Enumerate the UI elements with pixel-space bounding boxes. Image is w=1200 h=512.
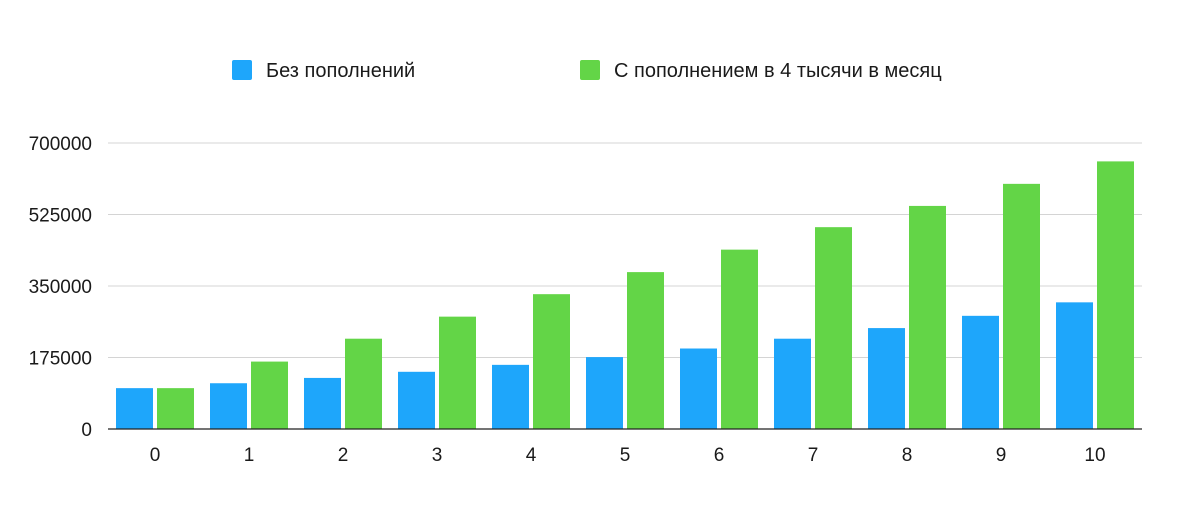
y-tick-label: 700000	[29, 134, 92, 155]
x-tick-label: 7	[808, 445, 819, 466]
bar-series-1-6	[680, 348, 717, 429]
bar-series-2-9	[1003, 183, 1040, 429]
bar-series-2-5	[627, 272, 664, 429]
bar-series-1-2	[304, 377, 341, 429]
legend: Без пополнений С пополнением в 4 тысячи …	[232, 60, 942, 82]
x-tick-label: 1	[244, 445, 255, 466]
legend-label-series-1: Без пополнений	[266, 60, 415, 82]
x-axis-tick-labels: 0 1 2 3 4 5 6 7 8 9 10	[150, 445, 1106, 466]
bar-series-1-5	[586, 357, 623, 429]
bar-series-1-0	[116, 388, 153, 429]
legend-swatch-series-1	[232, 60, 252, 80]
x-tick-label: 3	[432, 445, 443, 466]
bar-series-1-9	[962, 315, 999, 429]
bar-series-1-1	[210, 383, 247, 429]
x-tick-label: 6	[714, 445, 725, 466]
bar-series-2-0	[157, 388, 194, 429]
legend-label-series-2: С пополнением в 4 тысячи в месяц	[614, 60, 942, 82]
bar-series-2-2	[345, 338, 382, 429]
y-axis-tick-labels: 0 175000 350000 525000 700000	[29, 134, 92, 441]
x-tick-label: 0	[150, 445, 161, 466]
bar-series-2-4	[533, 294, 570, 429]
x-tick-label: 2	[338, 445, 349, 466]
legend-swatch-series-2	[580, 60, 600, 80]
bar-series-1-4	[492, 364, 529, 429]
bar-series-1-10	[1056, 302, 1093, 429]
y-tick-label: 175000	[29, 349, 92, 370]
x-tick-label: 4	[526, 445, 537, 466]
y-tick-label: 525000	[29, 206, 92, 227]
bar-series-2-6	[721, 249, 758, 429]
bar-series-2-8	[909, 205, 946, 429]
y-tick-label: 0	[81, 420, 92, 441]
x-tick-label: 9	[996, 445, 1007, 466]
bar-series-1-8	[868, 328, 905, 429]
bar-series-1-3	[398, 371, 435, 429]
x-tick-label: 10	[1084, 445, 1105, 466]
x-tick-label: 5	[620, 445, 631, 466]
bar-series-2-10	[1097, 161, 1134, 429]
x-tick-label: 8	[902, 445, 913, 466]
bar-series-2-3	[439, 316, 476, 429]
bar-series-1-7	[774, 338, 811, 429]
bar-series	[116, 161, 1134, 429]
bar-series-2-1	[251, 361, 288, 429]
bar-series-2-7	[815, 227, 852, 429]
y-tick-label: 350000	[29, 277, 92, 298]
